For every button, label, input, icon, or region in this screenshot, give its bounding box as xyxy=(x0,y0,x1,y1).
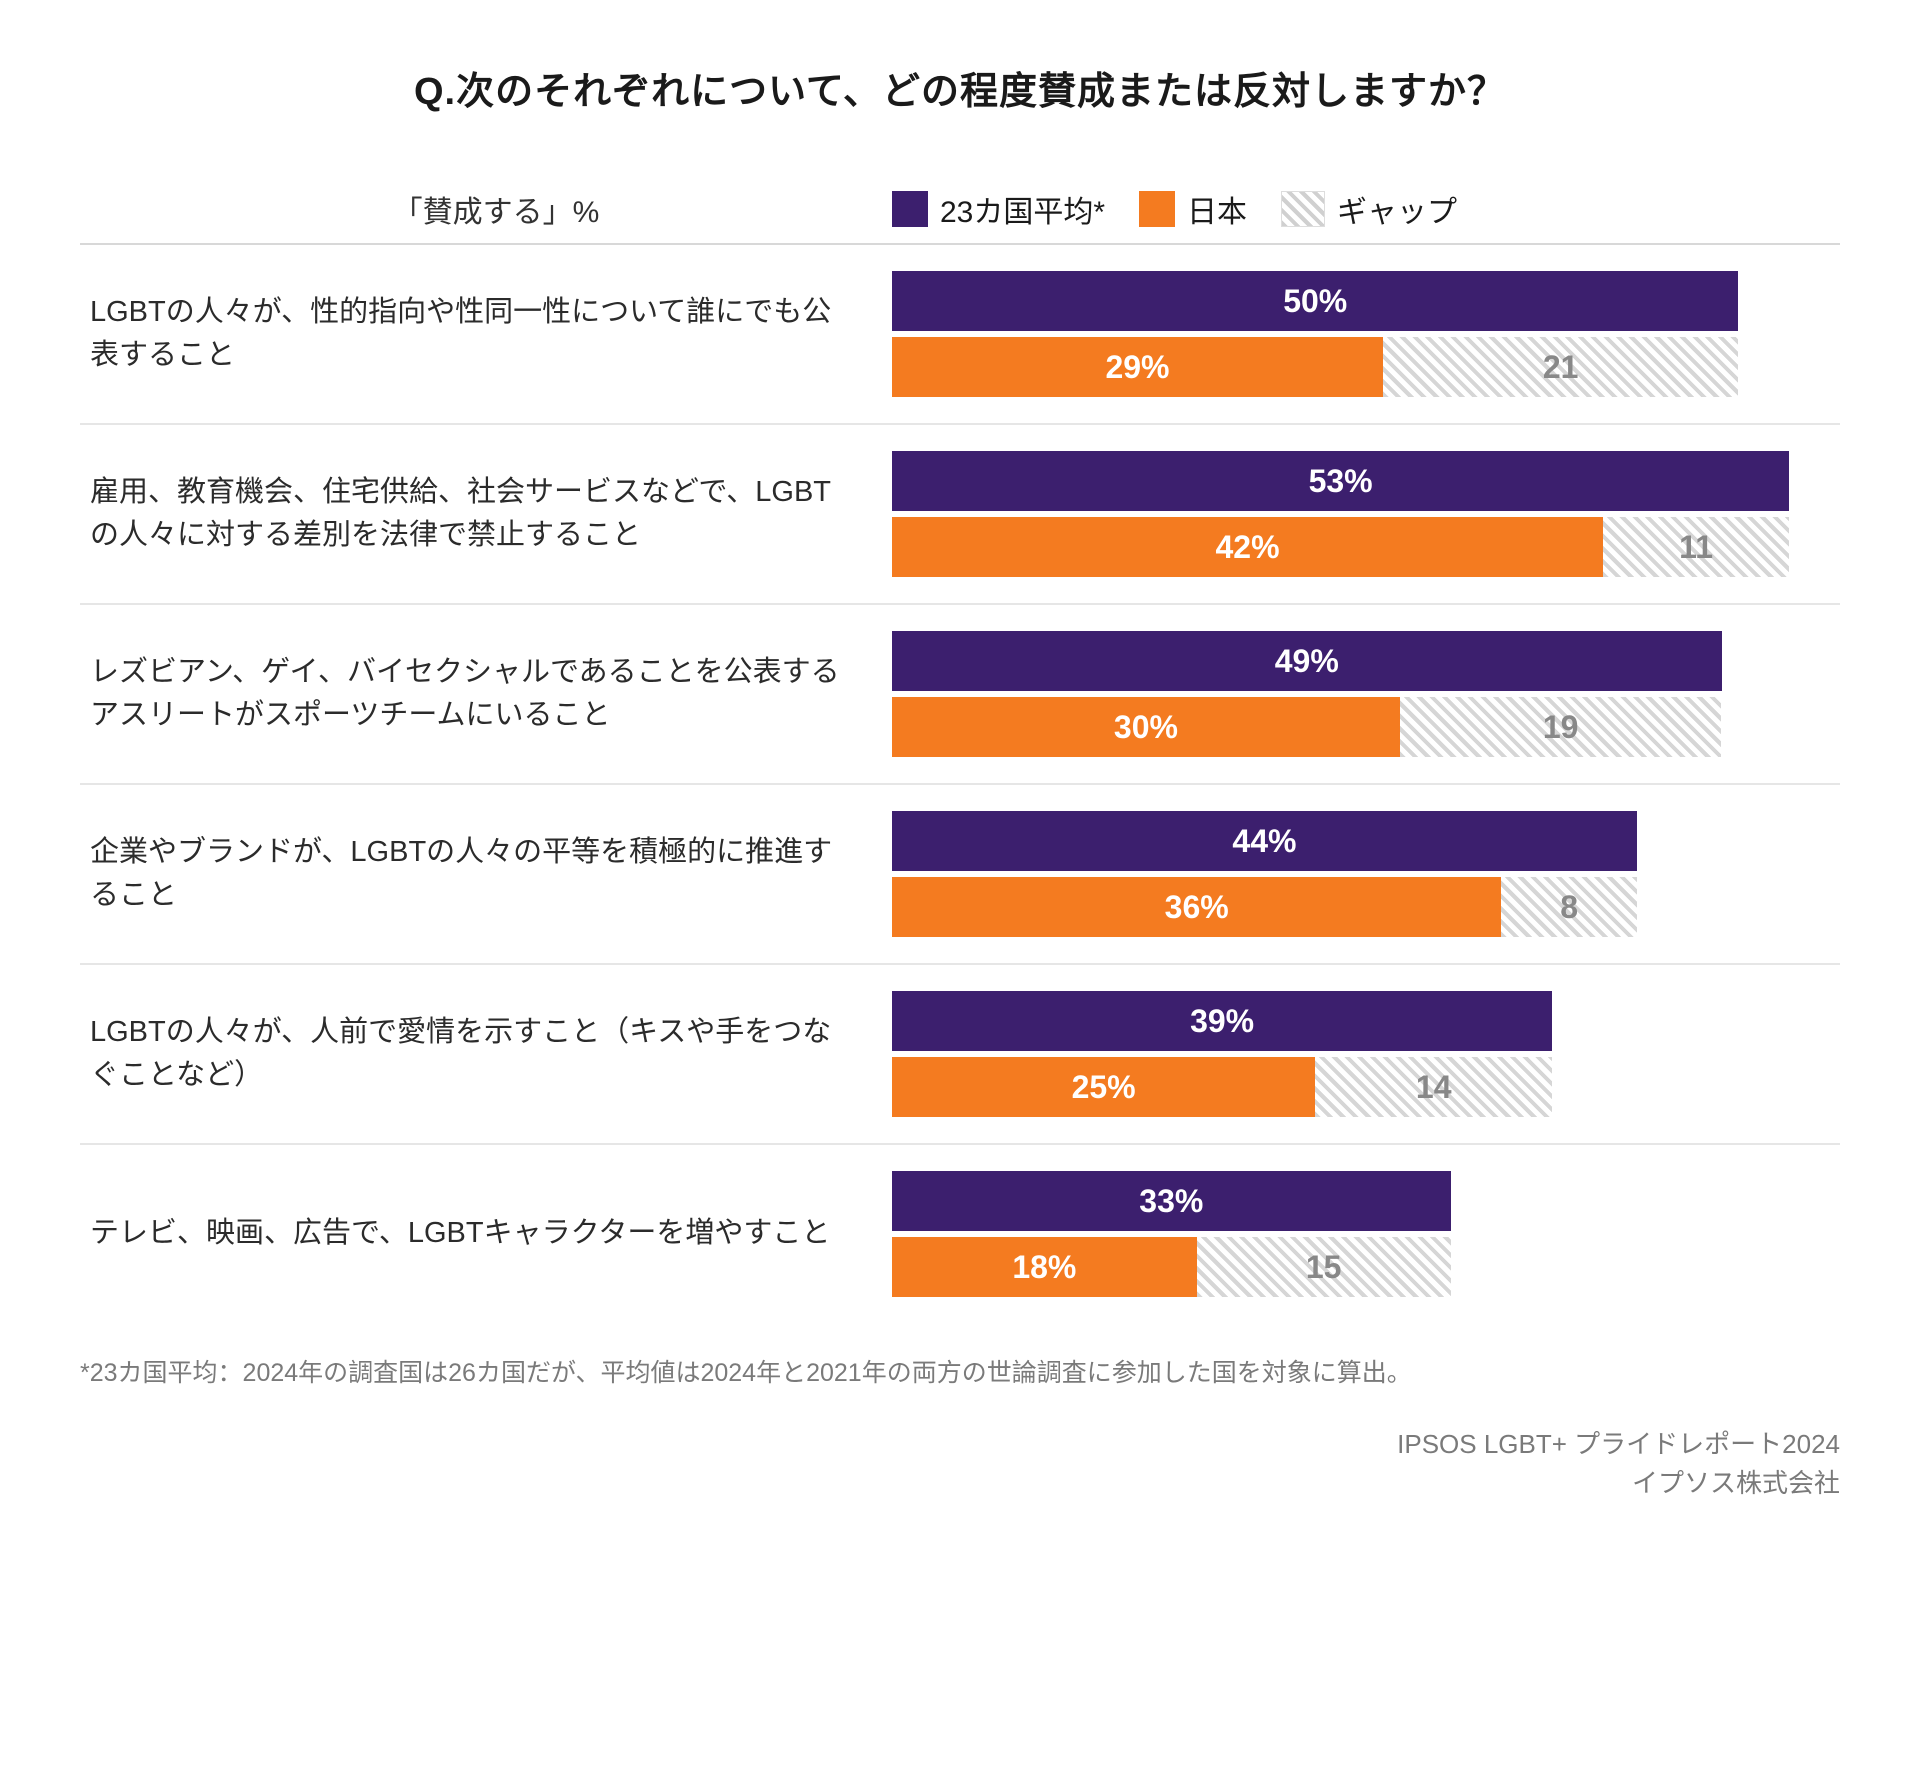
legend-avg-swatch xyxy=(892,191,928,227)
question-label: LGBTの人々が、人前で愛情を示すこと（キスや手をつなぐことなど） xyxy=(80,1011,872,1098)
chart-rows: LGBTの人々が、性的指向や性同一性について誰にでも公表すること 50% 29% 21… xyxy=(80,245,1840,1323)
footnote: *23カ国平均：2024年の調査国は26カ国だが、平均値は2024年と2021年… xyxy=(80,1353,1840,1389)
bar-japan: 18% xyxy=(892,1237,1197,1297)
bar-japan: 42% xyxy=(892,517,1603,577)
bar-avg-value: 44% xyxy=(1232,823,1296,860)
bar-japan-value: 18% xyxy=(1012,1249,1076,1286)
bar-group: 44%36% 8 xyxy=(872,811,1840,937)
chart-title: Q.次のそれぞれについて、どの程度賛成または反対しますか？ xyxy=(80,60,1840,115)
bar-group: 49% 30% 19 xyxy=(872,631,1840,757)
legend-japan: 日本 xyxy=(1139,187,1247,231)
bar-gap: 19 xyxy=(1400,697,1722,757)
chart-row: 雇用、教育機会、住宅供給、社会サービスなどで、LGBTの人々に対する差別を法律で… xyxy=(80,425,1840,605)
bar-gap-value: 15 xyxy=(1306,1249,1342,1286)
legend-japan-label: 日本 xyxy=(1187,187,1247,231)
bar-japan-value: 29% xyxy=(1105,349,1169,386)
bar-japan: 29% xyxy=(892,337,1383,397)
bar-gap-value: 21 xyxy=(1543,349,1579,386)
bar-avg-value: 49% xyxy=(1275,643,1339,680)
bar-gap-value: 8 xyxy=(1560,889,1578,926)
bar-japan-value: 30% xyxy=(1114,709,1178,746)
bar-gap: 15 xyxy=(1197,1237,1451,1297)
legend-items: 23カ国平均* 日本 ギャップ xyxy=(872,187,1840,231)
question-label: レズビアン、ゲイ、バイセクシャルであることを公表するアスリートがスポーツチームに… xyxy=(80,651,872,738)
bar-japan: 25% xyxy=(892,1057,1315,1117)
bar-avg: 39% xyxy=(892,991,1552,1051)
legend-gap: ギャップ xyxy=(1281,187,1457,231)
bar-gap: 21 xyxy=(1383,337,1738,397)
question-label: 雇用、教育機会、住宅供給、社会サービスなどで、LGBTの人々に対する差別を法律で… xyxy=(80,471,872,558)
bar-gap: 11 xyxy=(1603,517,1789,577)
bar-japan-value: 42% xyxy=(1215,529,1279,566)
bar-japan: 30% xyxy=(892,697,1400,757)
bar-gap-value: 14 xyxy=(1416,1069,1452,1106)
bar-avg: 50% xyxy=(892,271,1738,331)
chart-row: レズビアン、ゲイ、バイセクシャルであることを公表するアスリートがスポーツチームに… xyxy=(80,605,1840,785)
source: IPSOS LGBT+ プライドレポート2024 イプソス株式会社 xyxy=(80,1425,1840,1503)
bar-japan-value: 25% xyxy=(1072,1069,1136,1106)
bar-gap-value: 11 xyxy=(1679,529,1713,566)
bar-group: 50% 29% 21 xyxy=(872,271,1840,397)
question-label: テレビ、映画、広告で、LGBTキャラクターを増やすこと xyxy=(80,1212,872,1256)
legend: 「賛成する」% 23カ国平均* 日本 ギャップ xyxy=(80,175,1840,245)
bar-avg-value: 53% xyxy=(1309,463,1373,500)
question-label: LGBTの人々が、性的指向や性同一性について誰にでも公表すること xyxy=(80,291,872,378)
chart-row: テレビ、映画、広告で、LGBTキャラクターを増やすこと 33% 18% 15 xyxy=(80,1145,1840,1323)
legend-japan-swatch xyxy=(1139,191,1175,227)
bar-group: 39% 25% 14 xyxy=(872,991,1840,1117)
legend-avg-label: 23カ国平均* xyxy=(940,187,1105,231)
chart-row: LGBTの人々が、人前で愛情を示すこと（キスや手をつなぐことなど） 39% 25% 1… xyxy=(80,965,1840,1145)
chart-row: LGBTの人々が、性的指向や性同一性について誰にでも公表すること 50% 29% 21 xyxy=(80,245,1840,425)
bar-avg: 33% xyxy=(892,1171,1451,1231)
bar-group: 33% 18% 15 xyxy=(872,1171,1840,1297)
source-line2: イプソス株式会社 xyxy=(80,1464,1840,1503)
question-label: 企業やブランドが、LGBTの人々の平等を積極的に推進すること xyxy=(80,831,872,918)
legend-gap-label: ギャップ xyxy=(1337,187,1457,231)
legend-gap-swatch xyxy=(1281,191,1325,227)
bar-gap: 14 xyxy=(1315,1057,1552,1117)
bar-gap: 8 xyxy=(1501,877,1636,937)
bar-avg: 44% xyxy=(892,811,1637,871)
source-line1: IPSOS LGBT+ プライドレポート2024 xyxy=(80,1425,1840,1464)
bar-avg-value: 50% xyxy=(1283,283,1347,320)
bar-japan-value: 36% xyxy=(1165,889,1229,926)
bar-group: 53% 42% 11 xyxy=(872,451,1840,577)
legend-left-label: 「賛成する」% xyxy=(80,187,872,231)
bar-gap-value: 19 xyxy=(1543,709,1579,746)
chart-row: 企業やブランドが、LGBTの人々の平等を積極的に推進すること 44%36% 8 xyxy=(80,785,1840,965)
bar-avg-value: 39% xyxy=(1190,1003,1254,1040)
bar-avg: 49% xyxy=(892,631,1722,691)
bar-avg-value: 33% xyxy=(1139,1183,1203,1220)
legend-avg: 23カ国平均* xyxy=(892,187,1105,231)
bar-avg: 53% xyxy=(892,451,1789,511)
bar-japan: 36% xyxy=(892,877,1501,937)
